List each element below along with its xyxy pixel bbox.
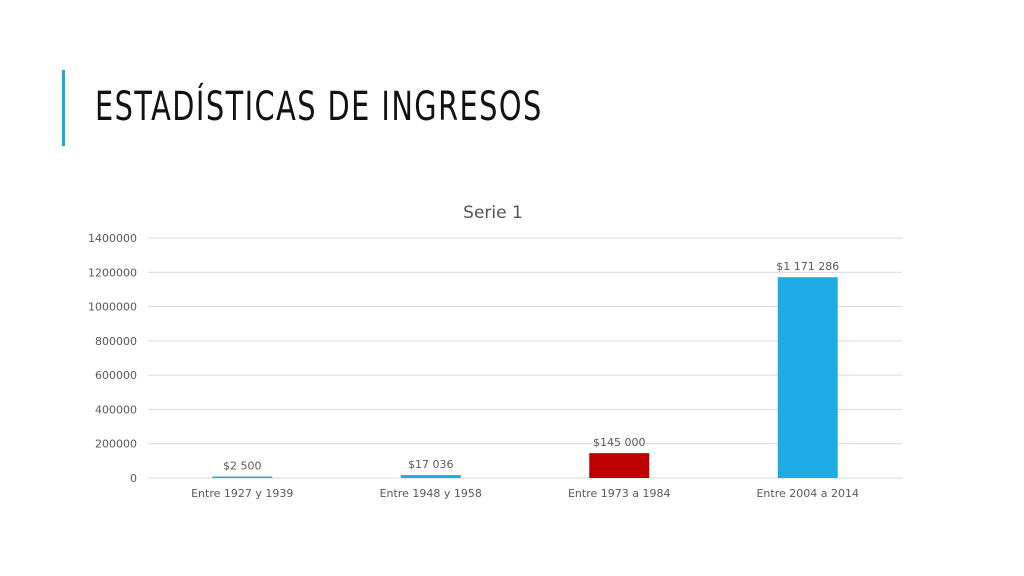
- bar: [400, 475, 461, 478]
- bars: [212, 277, 838, 478]
- slide-title: ESTADÍSTICAS DE INGRESOS: [95, 84, 543, 130]
- data-label: $1 171 286: [776, 260, 839, 273]
- bar: [589, 453, 650, 478]
- x-tick-label: Entre 1973 a 1984: [568, 487, 671, 500]
- x-tick-label: Entre 1927 y 1939: [191, 487, 293, 500]
- bar: [212, 476, 273, 478]
- y-tick-label: 200000: [95, 438, 137, 451]
- x-tick-label: Entre 1948 y 1958: [380, 487, 482, 500]
- y-tick-label: 600000: [95, 369, 137, 382]
- title-accent-bar: [62, 70, 65, 146]
- data-label: $145 000: [593, 436, 646, 449]
- data-label: $17 036: [408, 458, 454, 471]
- y-tick-label: 800000: [95, 335, 137, 348]
- y-tick-label: 1400000: [88, 232, 137, 245]
- y-tick-label: 400000: [95, 403, 137, 416]
- y-axis: 0 200000 400000 600000 800000 1000000 1200000 1…: [88, 232, 137, 485]
- data-labels: $2 500 $17 036 $145 000 $1 171 286: [223, 260, 839, 472]
- bar: [777, 277, 838, 478]
- chart-title: Serie 1: [463, 203, 523, 223]
- gridlines: [148, 237, 902, 479]
- x-axis: Entre 1927 y 1939 Entre 1948 y 1958 Entre …: [191, 487, 859, 500]
- data-label: $2 500: [223, 460, 262, 473]
- x-tick-label: Entre 2004 a 2014: [756, 487, 859, 500]
- y-tick-label: 1000000: [88, 301, 137, 314]
- y-tick-label: 0: [130, 472, 137, 485]
- y-tick-label: 1200000: [88, 266, 137, 279]
